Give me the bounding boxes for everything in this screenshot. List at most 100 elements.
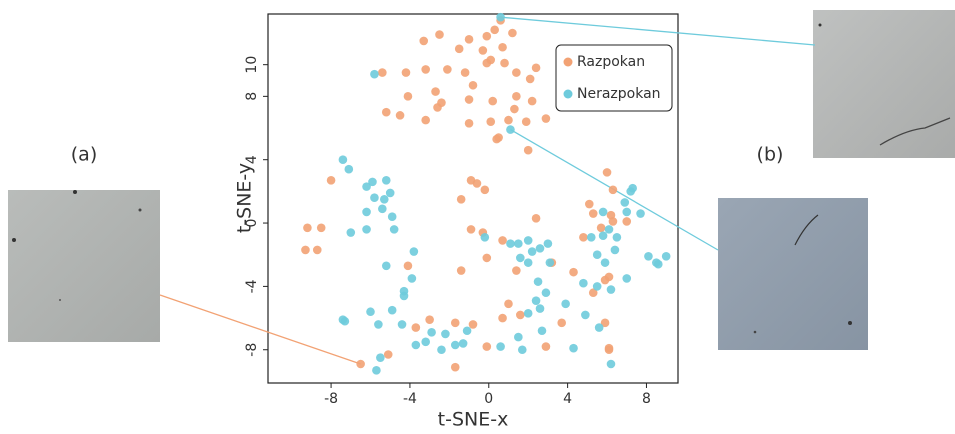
point [628, 183, 637, 193]
point [531, 63, 541, 73]
point [569, 343, 578, 353]
point [600, 318, 610, 328]
y-tick-label: -8 [244, 343, 260, 357]
point [506, 125, 515, 134]
point [411, 340, 421, 350]
point [456, 194, 466, 204]
point [378, 204, 387, 214]
connector [159, 294, 361, 365]
point [523, 309, 533, 318]
point [338, 155, 348, 164]
point [543, 239, 553, 248]
point [600, 258, 610, 267]
point [541, 288, 551, 298]
point [486, 55, 496, 65]
point [644, 252, 653, 261]
x-tick-label: -4 [403, 391, 417, 407]
point [500, 58, 509, 68]
point [545, 258, 555, 267]
point [486, 117, 496, 126]
point [653, 259, 663, 269]
point [598, 231, 608, 241]
point [622, 207, 632, 217]
point [443, 65, 452, 74]
legend-label: Nerazpokan [577, 86, 661, 102]
crack-images [8, 10, 955, 350]
point [326, 175, 336, 185]
point [401, 68, 411, 77]
point [464, 118, 474, 128]
point [409, 247, 419, 256]
y-tick-label: 4 [244, 155, 260, 164]
point [510, 104, 519, 114]
point [512, 266, 521, 275]
image-c [718, 198, 868, 350]
point [512, 92, 521, 101]
point [464, 35, 474, 44]
point [606, 359, 616, 369]
point [395, 111, 405, 120]
point [356, 359, 365, 369]
point [533, 277, 543, 286]
point [456, 266, 466, 275]
annotation-b: (b) [757, 144, 784, 166]
point [399, 291, 409, 301]
point [579, 233, 588, 242]
point [376, 353, 385, 362]
point [397, 320, 407, 329]
point [301, 245, 310, 255]
point [362, 182, 371, 191]
legend-marker [563, 89, 573, 99]
legend-label: Razpokan [577, 54, 645, 70]
point [378, 68, 387, 77]
point [450, 318, 460, 328]
point [450, 340, 460, 350]
point [381, 107, 391, 117]
x-tick-label: 8 [642, 391, 651, 407]
y-tick-label: 0 [244, 219, 260, 228]
point [482, 31, 492, 41]
point [504, 299, 513, 309]
point [437, 345, 446, 355]
y-axis-label: t-SNE-y [234, 163, 256, 233]
point [620, 198, 630, 207]
point [362, 207, 371, 217]
point [431, 87, 440, 96]
point [508, 28, 517, 38]
point [468, 80, 478, 90]
legend-box [555, 44, 673, 112]
point [531, 213, 541, 223]
point [523, 258, 533, 267]
point [608, 185, 618, 195]
point [498, 236, 507, 245]
point [512, 68, 521, 77]
y-tick-label: 10 [244, 56, 260, 74]
image-a [8, 190, 160, 342]
point [425, 315, 434, 324]
point [362, 225, 371, 234]
point [588, 209, 598, 218]
point [344, 164, 354, 174]
point [488, 96, 498, 106]
point [579, 278, 588, 288]
connector [500, 16, 816, 46]
point [610, 245, 620, 255]
point [521, 117, 531, 126]
point [490, 25, 499, 35]
point [496, 12, 505, 22]
point [557, 318, 567, 328]
x-tick-label: -8 [324, 391, 338, 407]
point [523, 236, 533, 245]
point [596, 223, 606, 233]
plot-frame [267, 13, 679, 384]
point [450, 362, 460, 372]
point [421, 65, 430, 74]
point [387, 212, 397, 222]
x-tick-label: 4 [563, 391, 572, 407]
point [584, 199, 594, 209]
point [604, 345, 614, 355]
point [407, 274, 417, 283]
point [598, 207, 608, 217]
point [346, 228, 356, 237]
